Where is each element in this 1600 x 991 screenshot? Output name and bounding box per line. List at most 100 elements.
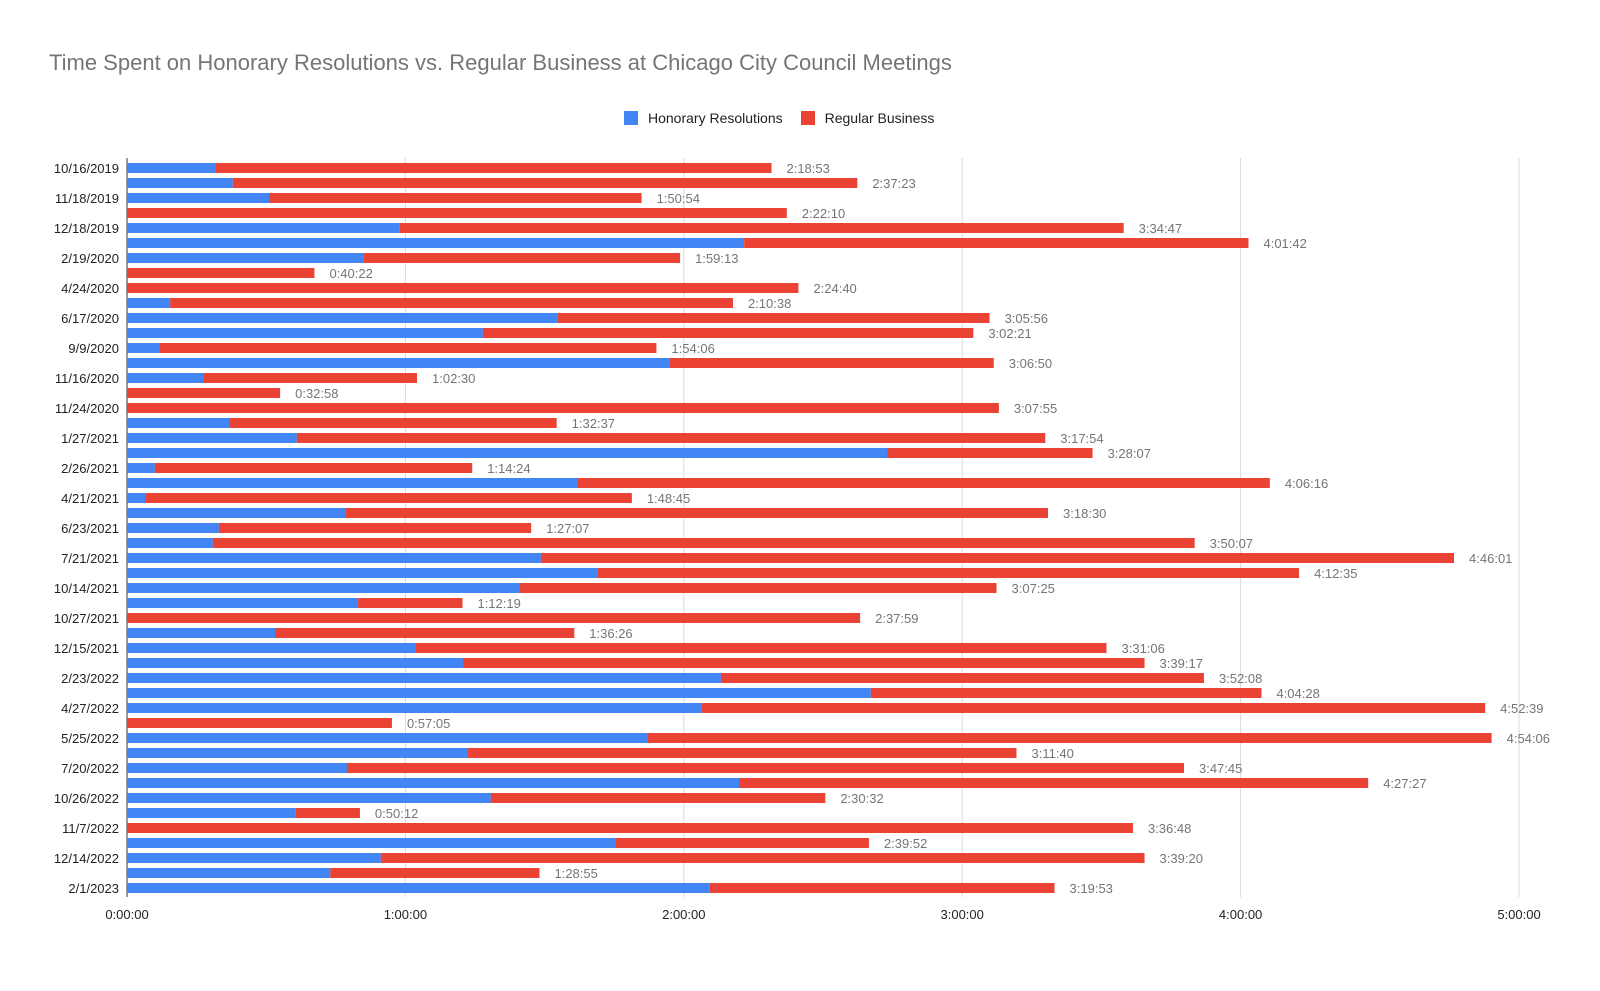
bar-honorary — [127, 598, 359, 608]
bar-honorary — [127, 313, 558, 323]
data-label: 4:27:27 — [1383, 776, 1426, 791]
y-tick-label: 2/19/2020 — [61, 251, 119, 266]
bar-regular — [701, 703, 1486, 713]
bar-honorary — [127, 853, 381, 863]
y-tick-label: 10/14/2021 — [54, 581, 119, 596]
y-tick-label: 9/9/2020 — [68, 341, 119, 356]
x-tick-label: 2:00:00 — [662, 907, 705, 922]
data-label: 3:07:55 — [1014, 401, 1057, 416]
bar-regular — [275, 628, 575, 638]
data-label: 2:24:40 — [813, 281, 856, 296]
data-label: 2:10:38 — [748, 296, 791, 311]
bar-regular — [215, 163, 772, 173]
bar-honorary — [127, 448, 888, 458]
data-label: 4:12:35 — [1314, 566, 1357, 581]
data-label: 3:06:50 — [1009, 356, 1052, 371]
bar-honorary — [127, 763, 347, 773]
y-tick-label: 10/26/2022 — [54, 791, 119, 806]
bar-regular — [462, 658, 1145, 668]
bar-regular — [578, 478, 1270, 488]
bar-honorary — [127, 538, 213, 548]
y-tick-label: 12/14/2022 — [54, 851, 119, 866]
legend-swatch — [624, 111, 638, 125]
bar-honorary — [127, 748, 469, 758]
y-tick-label: 11/7/2022 — [62, 821, 119, 836]
bar-regular — [557, 313, 990, 323]
bar-regular — [127, 823, 1133, 833]
bar-regular — [212, 538, 1195, 548]
y-tick-label: 10/27/2021 — [54, 611, 119, 626]
y-tick-label: 7/20/2022 — [61, 761, 119, 776]
data-label: 3:11:40 — [1031, 746, 1073, 761]
bar-regular — [744, 238, 1249, 248]
y-tick-label: 4/27/2022 — [61, 701, 119, 716]
data-label: 0:50:12 — [375, 806, 418, 821]
data-label: 3:47:45 — [1199, 761, 1242, 776]
bar-regular — [615, 838, 869, 848]
legend-label: Honorary Resolutions — [648, 110, 783, 126]
bar-regular — [127, 283, 799, 293]
bar-honorary — [127, 568, 598, 578]
data-label: 1:14:24 — [487, 461, 530, 476]
bar-regular — [127, 208, 787, 218]
bar-honorary — [127, 193, 269, 203]
data-label: 1:12:19 — [477, 596, 520, 611]
bar-honorary — [127, 658, 463, 668]
bar-honorary — [127, 553, 541, 563]
data-label: 2:39:52 — [884, 836, 927, 851]
bar-honorary — [127, 463, 155, 473]
data-label: 3:39:20 — [1160, 851, 1203, 866]
bar-regular — [482, 328, 974, 338]
data-label: 4:54:06 — [1507, 731, 1550, 746]
bar-honorary — [127, 478, 579, 488]
bar-regular — [203, 373, 417, 383]
bar-regular — [540, 553, 1455, 563]
data-label: 3:02:21 — [988, 326, 1031, 341]
bar-regular — [159, 343, 657, 353]
bar-regular — [363, 253, 681, 263]
bar-regular — [468, 748, 1017, 758]
data-label: 1:27:07 — [546, 521, 589, 536]
data-label: 2:22:10 — [802, 206, 845, 221]
bar-regular — [720, 673, 1204, 683]
data-label: 4:04:28 — [1276, 686, 1319, 701]
bar-honorary — [127, 583, 521, 593]
bar-regular — [490, 793, 826, 803]
bar-honorary — [127, 163, 216, 173]
bar-regular — [230, 418, 557, 428]
data-label: 3:31:06 — [1122, 641, 1165, 656]
data-label: 3:36:48 — [1148, 821, 1191, 836]
legend-item-regular[interactable]: Regular Business — [800, 110, 934, 126]
bar-honorary — [127, 733, 648, 743]
bar-regular — [597, 568, 1300, 578]
bar-regular — [709, 883, 1055, 893]
y-tick-label: 12/15/2021 — [54, 641, 119, 656]
bar-regular — [669, 358, 994, 368]
data-label: 4:06:16 — [1285, 476, 1328, 491]
y-tick-label: 11/24/2020 — [55, 401, 119, 416]
data-label: 2:18:53 — [786, 161, 829, 176]
data-label: 0:40:22 — [329, 266, 372, 281]
x-tick-label: 0:00:00 — [105, 907, 148, 922]
bar-regular — [399, 223, 1124, 233]
bar-regular — [127, 718, 392, 728]
data-label: 4:52:39 — [1500, 701, 1543, 716]
bar-honorary — [127, 703, 702, 713]
data-label: 3:18:30 — [1063, 506, 1106, 521]
data-label: 4:46:01 — [1469, 551, 1512, 566]
data-label: 2:37:23 — [872, 176, 915, 191]
x-tick-label: 5:00:00 — [1497, 907, 1540, 922]
bar-honorary — [127, 178, 233, 188]
bar-honorary — [127, 628, 276, 638]
bar-regular — [870, 688, 1262, 698]
bar-regular — [268, 193, 642, 203]
legend-item-honorary[interactable]: Honorary Resolutions — [624, 110, 783, 126]
bar-honorary — [127, 373, 204, 383]
bar-honorary — [127, 508, 346, 518]
data-label: 1:50:54 — [657, 191, 700, 206]
data-label: 4:01:42 — [1263, 236, 1306, 251]
bar-regular — [127, 268, 315, 278]
y-tick-label: 2/26/2021 — [61, 461, 119, 476]
